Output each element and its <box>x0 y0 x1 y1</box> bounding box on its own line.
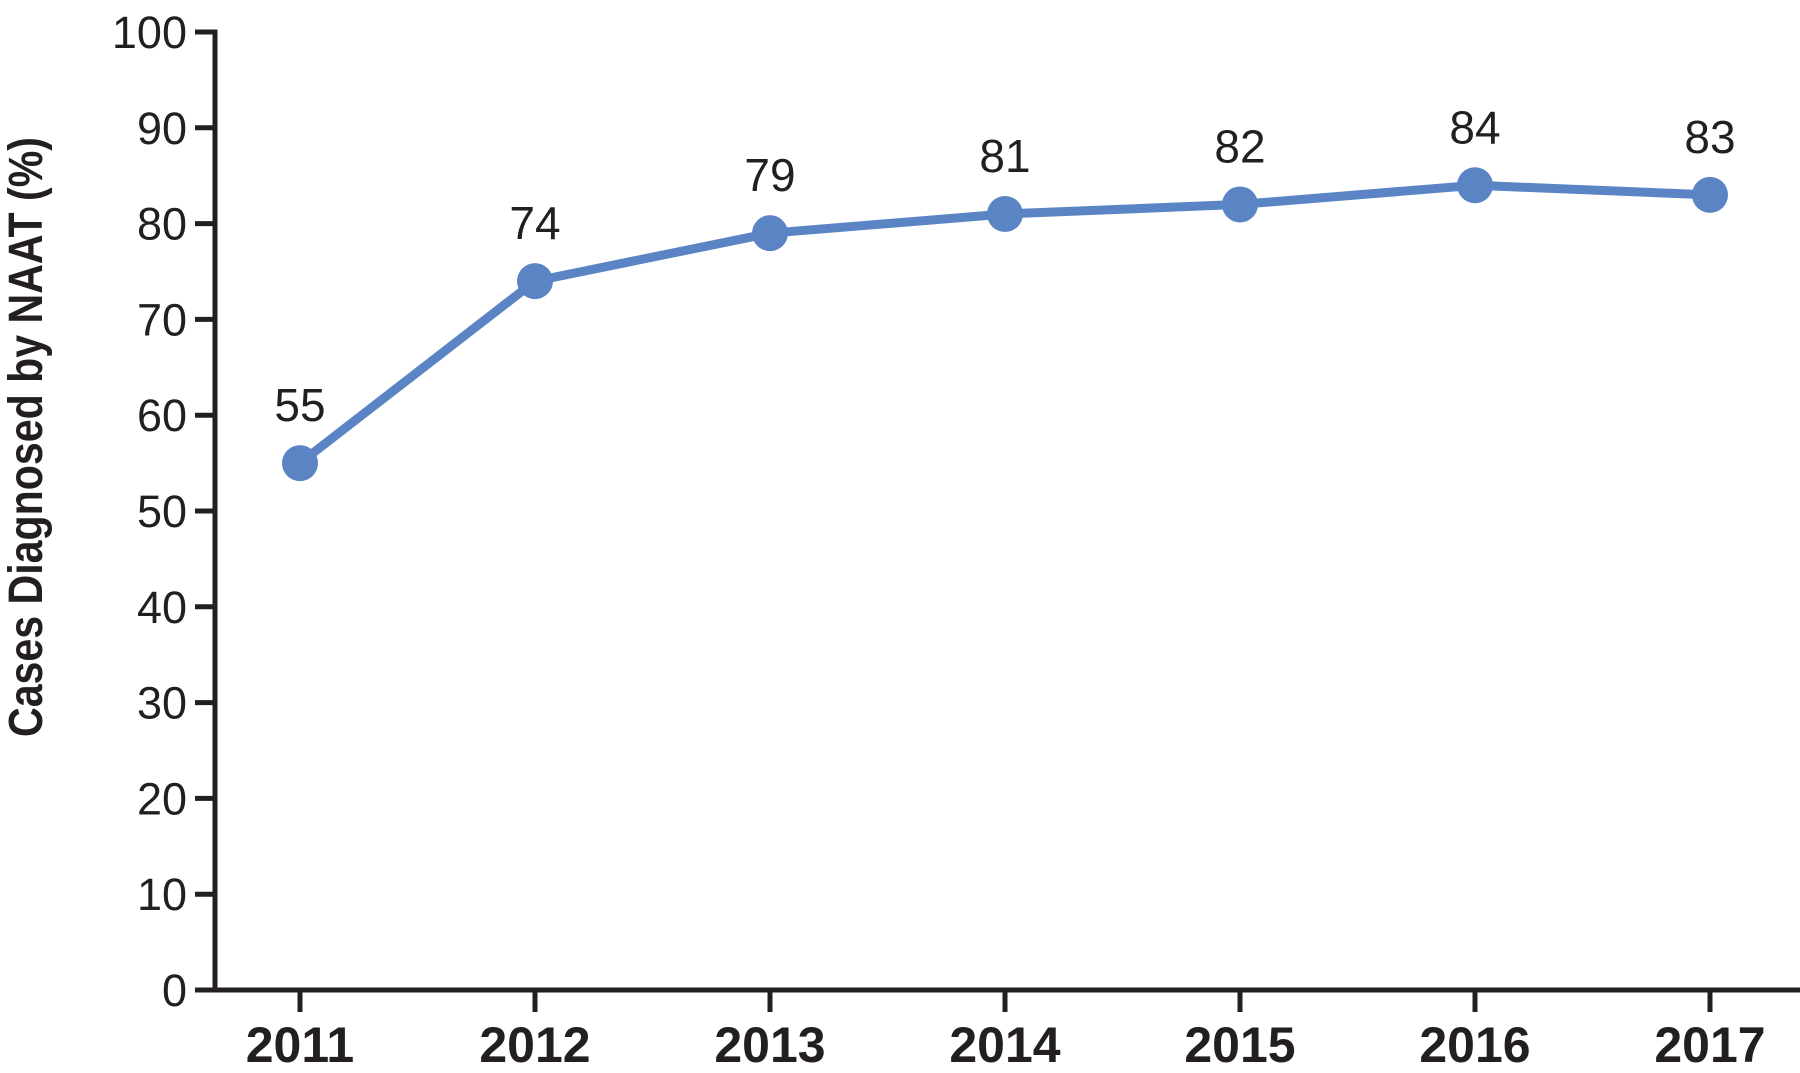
data-point-label: 84 <box>1449 101 1500 153</box>
y-axis-tick-label: 30 <box>137 678 187 729</box>
x-axis-tick-label: 2012 <box>479 1017 590 1073</box>
data-point-label: 74 <box>509 197 560 249</box>
data-point-marker <box>517 263 553 300</box>
x-axis-tick-label: 2016 <box>1419 1017 1530 1073</box>
y-axis-title: Cases Diagnosed by NAAT (%) <box>0 137 53 737</box>
data-point-marker <box>1692 176 1728 213</box>
data-point-marker <box>282 445 318 482</box>
y-axis-tick-label: 10 <box>137 869 187 920</box>
data-point-label: 83 <box>1684 111 1735 163</box>
data-point-label: 81 <box>979 130 1030 182</box>
data-point-label: 79 <box>744 149 795 201</box>
y-axis-tick-label: 90 <box>137 103 187 154</box>
data-point-label: 82 <box>1214 120 1265 172</box>
x-axis-tick-label: 2017 <box>1654 1017 1765 1073</box>
x-axis-tick-label: 2014 <box>949 1017 1060 1073</box>
y-axis-tick-label: 70 <box>137 294 187 345</box>
y-axis-tick-label: 80 <box>137 199 187 250</box>
data-point-marker <box>987 196 1023 233</box>
data-point-marker <box>1222 186 1258 223</box>
data-point-label: 55 <box>274 379 325 431</box>
y-axis-tick-label: 60 <box>137 390 187 441</box>
y-axis-tick-label: 40 <box>137 582 187 633</box>
x-axis-tick-label: 2013 <box>714 1017 825 1073</box>
data-point-marker <box>1457 167 1493 204</box>
y-axis-tick-label: 100 <box>112 7 187 58</box>
data-point-marker <box>752 215 788 252</box>
y-axis-tick-label: 0 <box>162 965 187 1016</box>
x-axis-tick-label: 2011 <box>246 1017 354 1073</box>
y-axis-tick-label: 50 <box>137 486 187 537</box>
y-axis-tick-label: 20 <box>137 773 187 824</box>
x-axis-tick-label: 2015 <box>1184 1017 1295 1073</box>
